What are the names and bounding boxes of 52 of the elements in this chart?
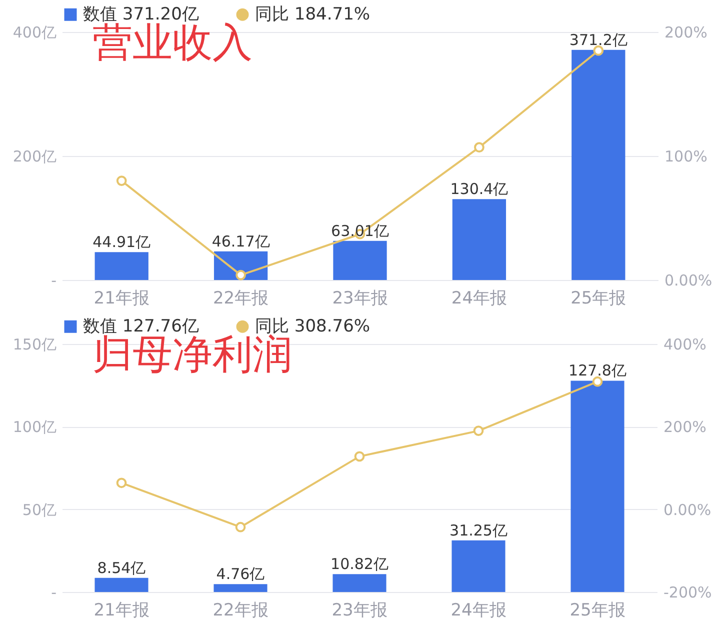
x-tick-label: 23年报 xyxy=(332,288,388,308)
data-label: 46.17亿 xyxy=(212,232,270,250)
data-label: 130.4亿 xyxy=(450,180,508,198)
x-tick-label: 25年报 xyxy=(570,288,626,308)
y2-tick-label: 400% xyxy=(664,336,706,354)
y-tick-label: 400亿 xyxy=(12,24,56,42)
data-label: 127.8亿 xyxy=(568,362,626,380)
y2-tick-label: 0.00% xyxy=(664,500,712,519)
point xyxy=(235,522,246,532)
x-tick-label: 24年报 xyxy=(451,288,508,308)
x-tick-label: 24年报 xyxy=(450,600,506,620)
data-label: 371.2亿 xyxy=(569,30,628,49)
point xyxy=(116,176,127,186)
point xyxy=(473,426,484,436)
y2-tick-label: 200% xyxy=(664,418,706,436)
bar xyxy=(94,578,148,592)
point xyxy=(354,451,365,462)
legend-label: 同比 184.71% xyxy=(255,4,370,25)
bar xyxy=(570,380,624,592)
bar xyxy=(333,240,387,280)
data-label: 4.76亿 xyxy=(216,565,265,584)
y-tick-label: 150亿 xyxy=(12,336,56,354)
x-tick-label: 22年报 xyxy=(212,600,268,620)
y-tick-label: 50亿 xyxy=(22,500,56,519)
point xyxy=(593,45,604,56)
point xyxy=(592,376,603,387)
bar xyxy=(452,199,506,280)
y2-tick-label: -200% xyxy=(664,584,712,602)
x-tick-label: 23年报 xyxy=(332,600,388,620)
point xyxy=(236,270,246,280)
bar xyxy=(94,252,148,280)
data-label: 44.91亿 xyxy=(92,233,151,252)
data-label: 8.54亿 xyxy=(97,558,146,577)
x-tick-label: 21年报 xyxy=(94,600,150,620)
point xyxy=(474,142,484,152)
x-tick-label: 25年报 xyxy=(570,600,626,620)
y-tick-label: - xyxy=(51,272,56,290)
y2-tick-label: 200% xyxy=(664,24,708,42)
data-label: 10.82亿 xyxy=(330,555,388,574)
bar xyxy=(572,50,626,280)
y2-tick-label: 0.00% xyxy=(664,272,712,290)
bar xyxy=(452,540,506,592)
y-tick-label: - xyxy=(51,584,56,602)
point xyxy=(116,478,127,488)
y-tick-label: 100亿 xyxy=(12,418,56,436)
x-tick-label: 22年报 xyxy=(212,288,269,308)
bar xyxy=(332,574,386,592)
x-tick-label: 21年报 xyxy=(94,288,150,308)
bar xyxy=(214,584,268,592)
y-tick-label: 200亿 xyxy=(12,148,56,166)
data-label: 31.25亿 xyxy=(450,521,508,540)
y2-tick-label: 100% xyxy=(664,148,708,166)
